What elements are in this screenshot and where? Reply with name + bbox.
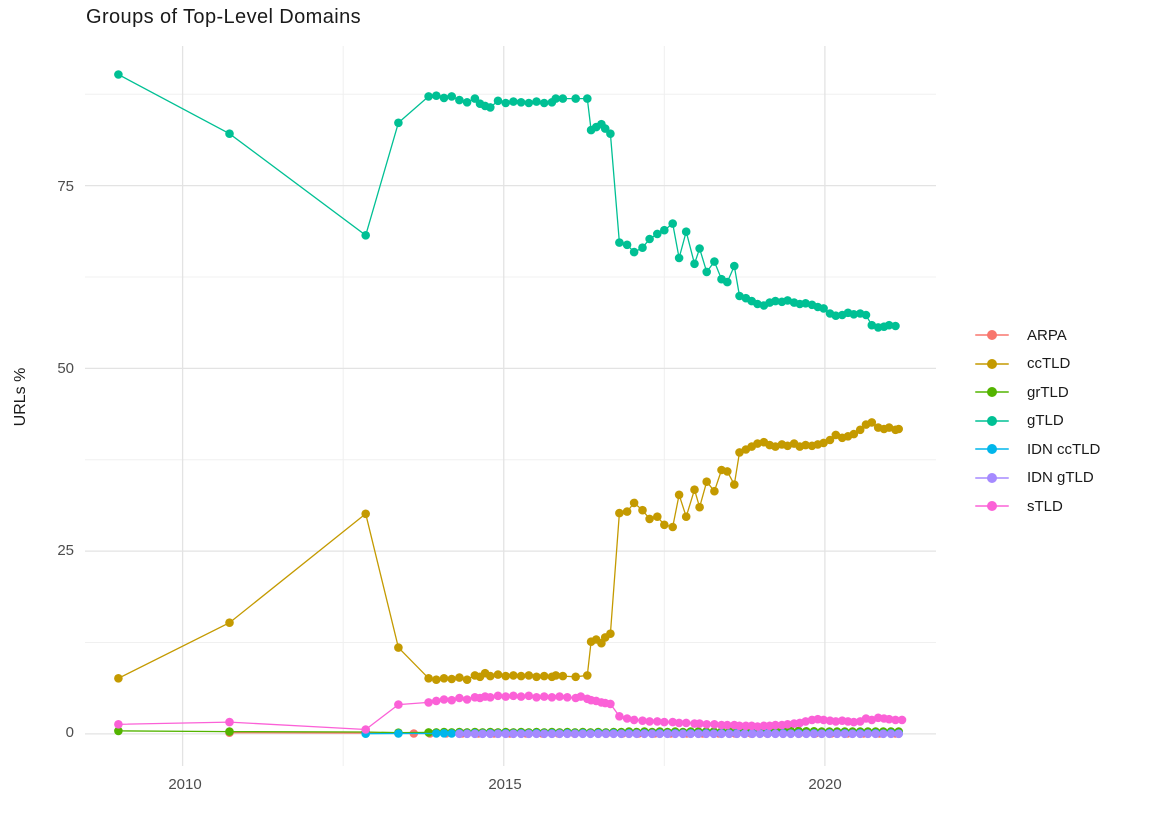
y-axis-label: URLs % [12,367,29,427]
y-tick-label-75: 75 [57,178,74,195]
x-tick-label-2010: 2010 [168,776,202,793]
legend-label: grTLD [1027,383,1069,401]
legend-key-icon [975,472,1009,484]
legend-label: gTLD [1027,412,1064,430]
legend-item-idn-cctld: IDN ccTLD [975,435,1100,464]
legend-label: IDN ccTLD [1027,440,1101,458]
legend-item-stld: sTLD [975,492,1100,521]
y-tick-label-0: 0 [65,724,74,741]
legend-item-arpa: ARPA [975,321,1100,350]
legend-key-icon [975,358,1009,370]
y-tick-label-50: 50 [57,360,74,377]
legend-key-icon [975,443,1009,455]
legend-label: ccTLD [1027,355,1071,373]
legend-key-icon [975,500,1009,512]
legend-item-cctld: ccTLD [975,350,1100,379]
legend: ARPA ccTLD grTLD gTLD IDN ccTLD IDN gTLD… [975,321,1100,521]
x-tick-label-2015: 2015 [488,776,522,793]
legend-key-icon [975,329,1009,341]
legend-key-icon [975,415,1009,427]
legend-label: IDN gTLD [1027,469,1094,487]
legend-key-icon [975,386,1009,398]
legend-label: sTLD [1027,497,1063,515]
y-tick-label-25: 25 [57,542,74,559]
chart-title: Groups of Top-Level Domains [86,6,362,28]
legend-label: ARPA [1027,326,1067,344]
legend-item-idn-gtld: IDN gTLD [975,464,1100,493]
x-tick-label-2020: 2020 [808,776,842,793]
legend-item-grtld: grTLD [975,378,1100,407]
legend-item-gtld: gTLD [975,407,1100,436]
